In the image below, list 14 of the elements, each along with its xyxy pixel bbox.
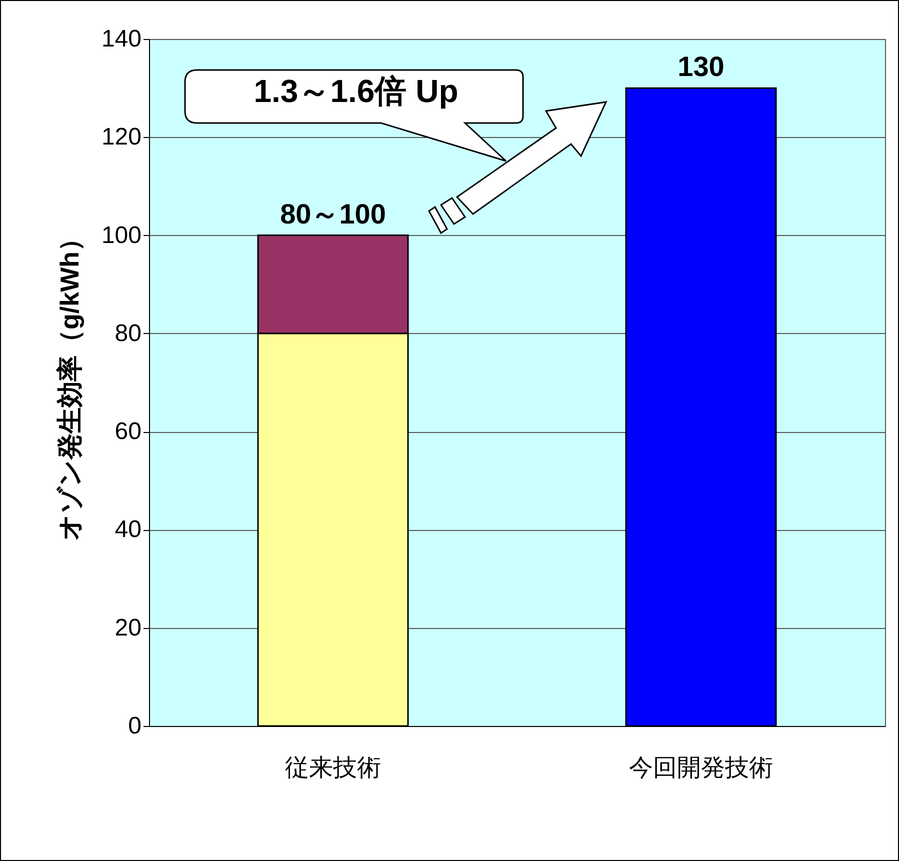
x-tick-label: 今回開発技術 xyxy=(629,754,773,782)
x-tick-label: 従来技術 xyxy=(285,754,381,782)
y-tick-label: 140 xyxy=(101,26,142,52)
total-label: 130 xyxy=(678,51,724,82)
total-label: 80～100 xyxy=(280,198,386,230)
y-tick-label: 60 xyxy=(114,418,142,446)
y-tick-label: 80 xyxy=(114,320,142,347)
y-tick-label: 100 xyxy=(101,222,142,249)
y-tick-label: 0 xyxy=(128,712,142,740)
annotation: 1.3～1.6倍 Up xyxy=(252,72,460,111)
y-axis-title: オゾン発生効率（g/kWh） xyxy=(54,226,84,540)
y-tick-label: 40 xyxy=(114,516,142,544)
y-tick-label: 20 xyxy=(114,614,142,642)
y-tick-label: 120 xyxy=(101,124,142,151)
